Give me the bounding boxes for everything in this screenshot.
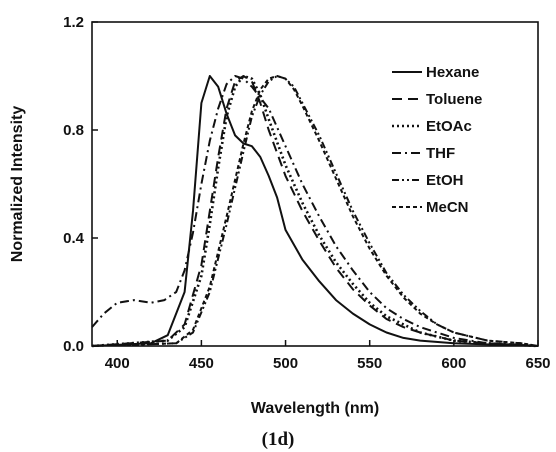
legend-label-mecn: MeCN [426, 199, 469, 216]
legend-label-etoac: EtOAc [426, 118, 472, 135]
legend-label-thf: THF [426, 145, 455, 162]
figure-caption: (1d) [262, 429, 295, 450]
y-tick-label: 0.0 [63, 338, 84, 355]
x-tick-label: 650 [525, 355, 550, 372]
series-line-etoac [91, 74, 539, 348]
series-lines [91, 74, 539, 348]
series-line-etoh [91, 75, 539, 347]
series-line-thf [91, 75, 539, 347]
y-tick-label: 0.8 [63, 122, 84, 139]
legend-label-toluene: Toluene [426, 91, 482, 108]
x-axis-label: Wavelength (nm) [251, 400, 379, 417]
series-line-toluene [91, 75, 539, 347]
x-tick-label: 400 [105, 355, 130, 372]
series-line-hexane [91, 75, 539, 347]
legend-label-hexane: Hexane [426, 64, 479, 81]
y-tick-label: 1.2 [63, 14, 84, 31]
x-tick-label: 500 [273, 355, 298, 372]
series-line-mecn [91, 75, 539, 347]
x-tick-label: 450 [189, 355, 214, 372]
x-tick-label: 550 [357, 355, 382, 372]
y-axis-label: Normalized Intensity [9, 106, 26, 263]
legend-label-etoh: EtOH [426, 172, 464, 189]
plot-frame [91, 21, 539, 347]
legend: Hexane Toluene EtOAc THF EtOH MeCN [392, 64, 482, 216]
x-tick-label: 600 [441, 355, 466, 372]
y-tick-label: 0.4 [63, 230, 85, 247]
